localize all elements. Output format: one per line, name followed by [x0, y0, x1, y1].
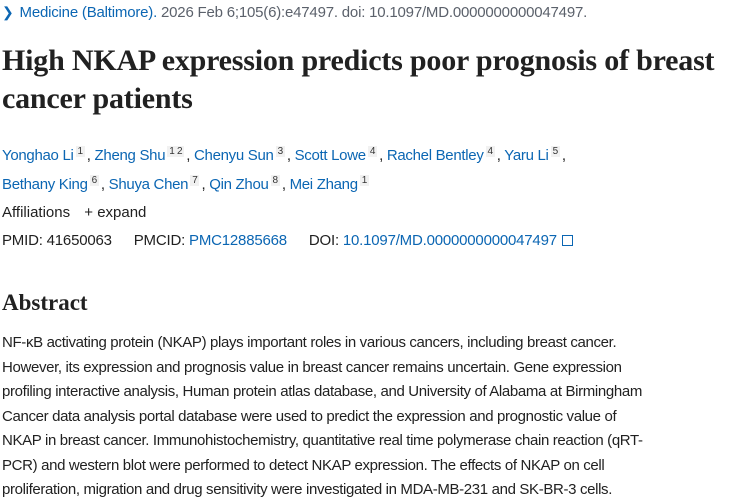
external-link-icon[interactable]: [561, 235, 573, 246]
author-list: Yonghao Li 1, Zheng Shu 1 2, Chenyu Sun 3, …: [2, 139, 566, 197]
author-link[interactable]: Yonghao Li: [2, 147, 74, 164]
abstract-line: proliferation, migration and drug sensit…: [2, 481, 613, 498]
abstract-line: profiling interactive analysis, Human pr…: [2, 383, 642, 400]
author-link[interactable]: Scott Lowe: [294, 147, 367, 164]
affiliation-number[interactable]: 1: [359, 175, 369, 186]
author-link[interactable]: Bethany King: [2, 176, 88, 193]
affiliation-number[interactable]: 6: [89, 175, 99, 186]
affiliation-number[interactable]: 1: [75, 146, 85, 157]
author-separator: ,: [86, 147, 91, 164]
affiliation-number[interactable]: 4: [367, 146, 378, 157]
chevron-right-icon[interactable]: ❯: [2, 4, 14, 20]
author-separator: ,: [379, 147, 383, 164]
author-separator: ,: [281, 176, 286, 193]
affiliation-number[interactable]: 3: [275, 146, 285, 157]
doi-link[interactable]: 10.1097/MD.0000000000047497: [342, 232, 557, 249]
abstract-line: NF-κB activating protein (NKAP) plays im…: [2, 334, 617, 351]
author-link[interactable]: Yaru Li: [504, 147, 549, 164]
affiliation-number[interactable]: 7: [190, 175, 200, 186]
affiliation-number[interactable]: 4: [485, 146, 495, 157]
journal-link[interactable]: Medicine (Baltimore).: [19, 4, 158, 21]
citation-details: 2026 Feb 6;105(6):e47497. doi: 10.1097/M…: [157, 4, 588, 21]
author-link[interactable]: Rachel Bentley: [386, 147, 484, 164]
author-separator: ,: [186, 147, 191, 164]
author-separator: ,: [100, 176, 105, 193]
abstract-line: NKAP in breast cancer. Immunohistochemis…: [2, 432, 643, 449]
author-link[interactable]: Mei Zhang: [289, 176, 358, 193]
expand-affiliations-button[interactable]: + expand: [84, 204, 147, 221]
author-link[interactable]: Chenyu Sun: [194, 147, 274, 164]
pmcid-label: PMCID:: [133, 232, 186, 249]
citation: ❯ Medicine (Baltimore). 2026 Feb 6;105(6)…: [2, 4, 587, 21]
author-separator: ,: [561, 147, 566, 164]
author-separator: ,: [201, 176, 206, 193]
abstract-text: NF-κB activating protein (NKAP) plays im…: [2, 331, 643, 503]
affiliation-number[interactable]: 5: [550, 146, 560, 157]
abstract-heading: Abstract: [2, 290, 88, 315]
abstract-line: PCR) and western blot were performed to …: [2, 456, 605, 474]
affiliation-number[interactable]: 8: [270, 175, 280, 186]
author-link[interactable]: Qin Zhou: [209, 176, 269, 193]
affiliations: Affiliations + expand: [2, 204, 146, 221]
article-ids: PMID: 41650063 PMCID: PMC12885668 DOI: 1…: [2, 232, 573, 249]
doi-label: DOI:: [308, 232, 339, 249]
affiliation-number[interactable]: 1 2: [167, 146, 185, 157]
abstract-line: Cancer data analysis portal database wer…: [2, 407, 617, 425]
author-separator: ,: [496, 147, 501, 164]
affiliations-label: Affiliations: [2, 204, 71, 221]
author-link[interactable]: Shuya Chen: [108, 176, 189, 193]
article-title: High NKAP expression predicts poor progn…: [2, 44, 715, 115]
pmid-label: PMID:: [2, 232, 43, 249]
abstract-line: However, its expression and prognosis va…: [2, 358, 622, 376]
pmcid-link[interactable]: PMC12885668: [189, 232, 287, 249]
author-separator: ,: [286, 147, 291, 164]
pmid-value: 41650063: [46, 232, 112, 249]
author-link[interactable]: Zheng Shu: [94, 147, 166, 164]
